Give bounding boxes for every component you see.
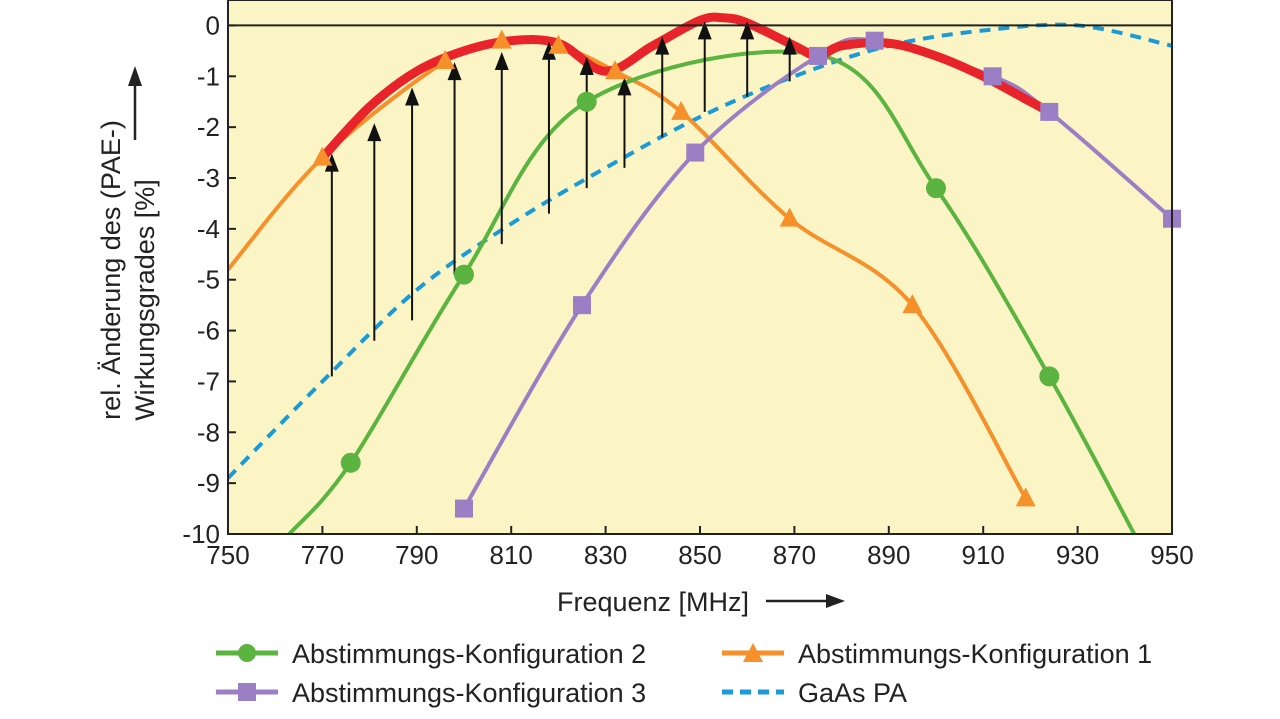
marker-circle-0-3: [576, 91, 597, 112]
marker-triangle-1-3: [491, 29, 512, 49]
marker-circle-0-2: [454, 264, 474, 285]
x-tick-label-6: 870: [773, 540, 816, 570]
improvement-arrow-10: [740, 21, 755, 97]
marker-square-2-3: [809, 46, 827, 65]
improvement-arrow-6: [579, 57, 594, 189]
marker-triangle-1-1: [312, 146, 333, 166]
marker-triangle-1-8: [902, 294, 923, 314]
x-tick-label-8: 910: [962, 540, 1005, 570]
legend-label-gaas: GaAs PA: [798, 678, 907, 708]
y-axis-ticks: 0 -1 -2 -3 -4 -5 -6 -7 -8 -9 -10: [182, 10, 236, 549]
arrow-layer: [324, 21, 797, 377]
marker-square-2-2: [686, 143, 705, 162]
y-tick-label-3: -3: [197, 163, 220, 193]
plot-area: [228, 0, 1172, 534]
improvement-arrow-8: [655, 36, 670, 138]
legend: Abstimmungs-Konfiguration 2 Abstimmungs-…: [216, 639, 1152, 708]
marker-square-2-4: [865, 31, 884, 50]
improvement-arrow-11: [782, 36, 797, 82]
series-line-abstimmungs-konfiguration-2: [287, 49, 1137, 534]
marker-square-2-5: [983, 67, 1002, 86]
marker-square-2-1: [573, 296, 591, 315]
improvement-arrow-5: [541, 41, 556, 214]
marker-triangle-1-4: [548, 34, 569, 54]
marker-triangle-1-9: [1015, 487, 1036, 507]
y-tick-label-1: -1: [197, 61, 220, 91]
marker-circle-0-5: [926, 178, 946, 199]
marker-circle-0-1: [340, 452, 361, 473]
x-tick-label-1: 770: [301, 540, 344, 570]
marker-triangle-1-2: [435, 50, 456, 70]
y-tick-label-5: -5: [197, 265, 220, 295]
y-tick-label-2: -2: [197, 112, 220, 142]
y-axis-title-line1: rel. Änderung des (PAE-): [96, 120, 126, 420]
legend-item-config3: Abstimmungs-Konfiguration 3: [216, 678, 646, 708]
y-axis-arrow: [128, 66, 142, 140]
improvement-arrow-7: [617, 77, 632, 168]
legend-label-config1: Abstimmungs-Konfiguration 1: [798, 639, 1152, 669]
y-tick-label-7: -7: [197, 366, 220, 396]
x-tick-label-4: 830: [584, 540, 627, 570]
envelope-line: [317, 12, 1054, 163]
y-tick-label-0: 0: [206, 10, 220, 40]
x-axis-arrow: [766, 594, 845, 608]
marker-square-2-6: [1040, 102, 1059, 121]
legend-item-config1: Abstimmungs-Konfiguration 1: [722, 639, 1152, 669]
x-axis-ticks: 750 770 790 810 830 850 870 890 910 930 950: [206, 526, 1194, 570]
y-axis-title-line2: Wirkungsgrades [%]: [130, 179, 160, 421]
y-tick-label-9: -9: [197, 468, 220, 498]
marker-triangle-1-5: [605, 60, 626, 80]
y-tick-label-8: -8: [197, 417, 220, 447]
improvement-arrow-4: [494, 51, 509, 245]
y-tick-label-10: -10: [182, 519, 220, 549]
y-tick-label-6: -6: [197, 316, 220, 346]
marker-triangle-1-6: [671, 100, 692, 120]
legend-label-config2: Abstimmungs-Konfiguration 2: [292, 639, 646, 669]
marker-circle-0-6: [1039, 366, 1060, 387]
x-axis-title: Frequenz [MHz]: [557, 587, 749, 617]
y-tick-label-4: -4: [197, 214, 220, 244]
marker-layer: [312, 29, 1181, 518]
x-tick-label-5: 850: [678, 540, 721, 570]
x-tick-label-2: 790: [395, 540, 438, 570]
legend-label-config3: Abstimmungs-Konfiguration 3: [292, 678, 646, 708]
legend-item-config2: Abstimmungs-Konfiguration 2: [216, 639, 646, 669]
legend-item-gaas: GaAs PA: [722, 678, 907, 708]
improvement-arrow-9: [697, 21, 712, 112]
x-tick-label-9: 930: [1056, 540, 1099, 570]
improvement-arrow-0: [324, 153, 339, 377]
improvement-arrow-1: [367, 123, 382, 341]
series-line-gaas-pa: [228, 22, 1172, 480]
marker-square-2-0: [455, 499, 473, 518]
x-tick-label-7: 890: [867, 540, 910, 570]
x-tick-label-10: 950: [1150, 540, 1193, 570]
x-tick-label-3: 810: [490, 540, 533, 570]
x-tick-label-0: 750: [206, 540, 249, 570]
improvement-arrow-3: [447, 62, 462, 275]
improvement-arrow-2: [405, 87, 420, 321]
marker-triangle-1-7: [779, 207, 800, 227]
